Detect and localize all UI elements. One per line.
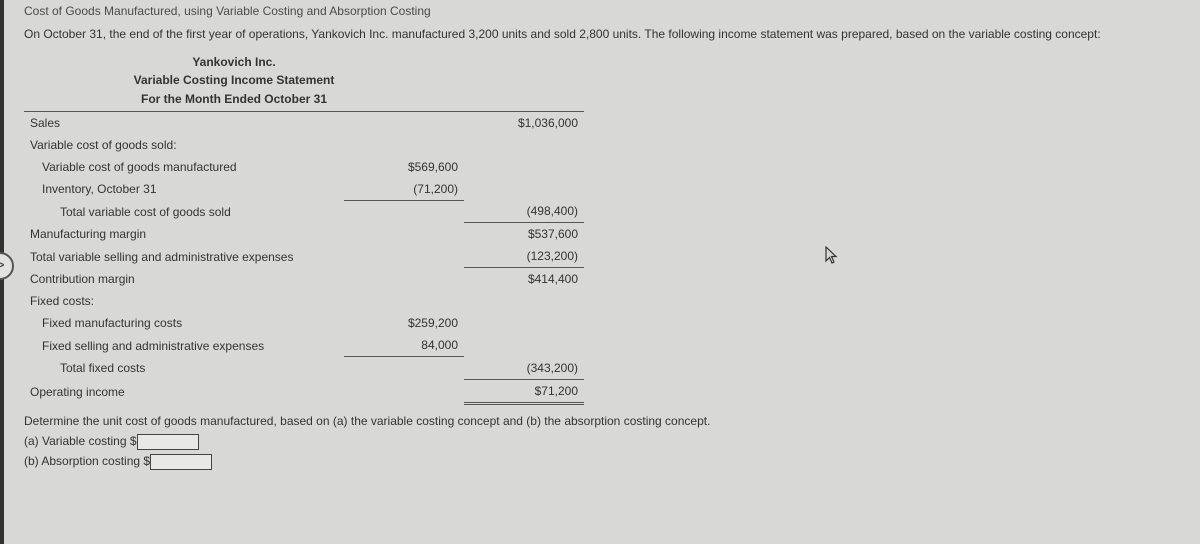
page-title: Cost of Goods Manufactured, using Variab… (24, 4, 1176, 18)
question-text: Determine the unit cost of goods manufac… (24, 414, 710, 428)
table-row: Total variable cost of goods sold (498,4… (24, 200, 584, 223)
table-row: Variable cost of goods manufactured $569… (24, 156, 584, 178)
row-label: Fixed costs: (24, 290, 344, 312)
answer-a-label: (a) Variable costing $ (24, 434, 137, 448)
row-label: Variable cost of goods sold: (24, 134, 344, 156)
statement-title: Variable Costing Income Statement (24, 71, 444, 90)
variable-costing-input[interactable] (137, 434, 199, 450)
table-row: Fixed manufacturing costs $259,200 (24, 312, 584, 334)
company-name: Yankovich Inc. (24, 53, 444, 72)
row-label: Variable cost of goods manufactured (24, 156, 344, 178)
row-label: Total fixed costs (24, 357, 344, 380)
row-value: $414,400 (464, 268, 584, 291)
statement-header: Yankovich Inc. Variable Costing Income S… (24, 53, 444, 109)
table-row: Total fixed costs (343,200) (24, 357, 584, 380)
table-row: Variable cost of goods sold: (24, 134, 584, 156)
intro-text: On October 31, the end of the first year… (24, 26, 1176, 43)
row-value: 84,000 (344, 334, 464, 357)
row-value: $537,600 (464, 223, 584, 246)
row-value: $1,036,000 (464, 112, 584, 134)
row-label: Total variable cost of goods sold (24, 200, 344, 223)
statement-period: For the Month Ended October 31 (24, 90, 444, 109)
row-label: Inventory, October 31 (24, 178, 344, 201)
chevron-right-icon: > (0, 257, 5, 275)
row-label: Total variable selling and administrativ… (24, 245, 344, 268)
row-label: Sales (24, 112, 344, 134)
row-value: (343,200) (464, 357, 584, 380)
row-value: $259,200 (344, 312, 464, 334)
row-label: Manufacturing margin (24, 223, 344, 246)
row-value: $71,200 (464, 379, 584, 403)
page-content: Cost of Goods Manufactured, using Variab… (0, 0, 1200, 472)
row-label: Fixed manufacturing costs (24, 312, 344, 334)
table-row: Contribution margin $414,400 (24, 268, 584, 291)
row-value: (123,200) (464, 245, 584, 268)
row-label: Operating income (24, 379, 344, 403)
table-row: Inventory, October 31 (71,200) (24, 178, 584, 201)
row-label: Fixed selling and administrative expense… (24, 334, 344, 357)
row-label: Contribution margin (24, 268, 344, 291)
table-row: Fixed costs: (24, 290, 584, 312)
table-row: Fixed selling and administrative expense… (24, 334, 584, 357)
row-value: (498,400) (464, 200, 584, 223)
table-row: Manufacturing margin $537,600 (24, 223, 584, 246)
income-statement-table: Sales $1,036,000 Variable cost of goods … (24, 112, 584, 405)
table-row: Sales $1,036,000 (24, 112, 584, 134)
absorption-costing-input[interactable] (150, 454, 212, 470)
row-value: (71,200) (344, 178, 464, 201)
row-value: $569,600 (344, 156, 464, 178)
question-block: Determine the unit cost of goods manufac… (24, 411, 1176, 472)
table-row: Operating income $71,200 (24, 379, 584, 403)
answer-b-label: (b) Absorption costing $ (24, 454, 150, 468)
table-row: Total variable selling and administrativ… (24, 245, 584, 268)
